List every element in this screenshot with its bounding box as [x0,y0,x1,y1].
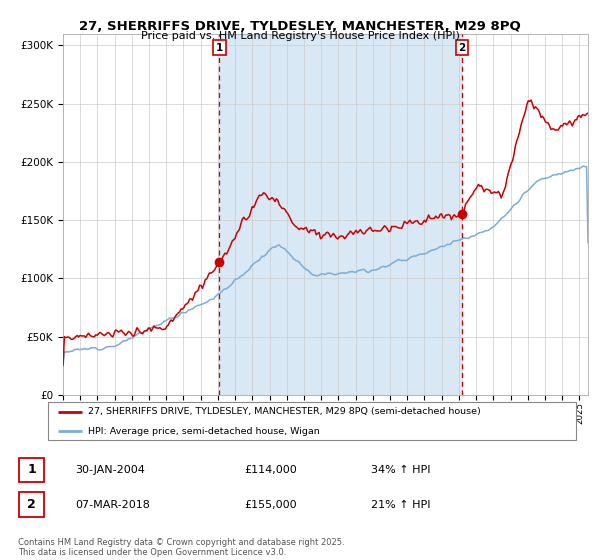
Text: 34% ↑ HPI: 34% ↑ HPI [371,465,430,475]
FancyBboxPatch shape [19,458,44,482]
Text: 1: 1 [27,463,36,477]
Text: 27, SHERRIFFS DRIVE, TYLDESLEY, MANCHESTER, M29 8PQ: 27, SHERRIFFS DRIVE, TYLDESLEY, MANCHEST… [79,20,521,32]
Text: 2: 2 [27,498,36,511]
Bar [219,34,462,395]
Text: 21% ↑ HPI: 21% ↑ HPI [371,500,430,510]
Text: 07-MAR-2018: 07-MAR-2018 [75,500,150,510]
Text: HPI: Average price, semi-detached house, Wigan: HPI: Average price, semi-detached house,… [88,427,319,436]
Text: £155,000: £155,000 [244,500,297,510]
Text: 2: 2 [458,43,466,53]
Text: 30-JAN-2004: 30-JAN-2004 [75,465,145,475]
FancyBboxPatch shape [19,492,44,517]
Text: £114,000: £114,000 [244,465,297,475]
FancyBboxPatch shape [48,402,576,440]
Text: 1: 1 [215,43,223,53]
Text: Price paid vs. HM Land Registry's House Price Index (HPI): Price paid vs. HM Land Registry's House … [140,31,460,41]
Text: Contains HM Land Registry data © Crown copyright and database right 2025.
This d: Contains HM Land Registry data © Crown c… [18,538,344,557]
Text: 27, SHERRIFFS DRIVE, TYLDESLEY, MANCHESTER, M29 8PQ (semi-detached house): 27, SHERRIFFS DRIVE, TYLDESLEY, MANCHEST… [88,407,481,416]
